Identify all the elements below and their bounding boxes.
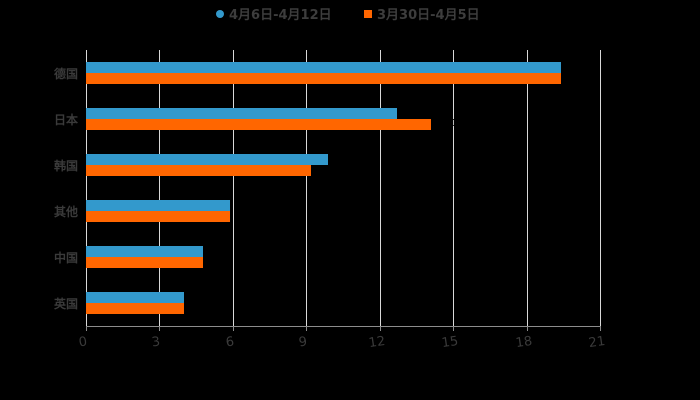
bar-value-label: 19.4: [564, 72, 588, 83]
x-axis-tick: [526, 326, 528, 331]
bar-value-label: 4.8: [207, 256, 224, 267]
y-axis-category-label: 日本: [53, 113, 78, 127]
bar-value-label: 5.9: [234, 199, 251, 210]
x-axis-tick-label: 6: [224, 334, 235, 351]
chart-legend: 4月6日-4月12日 3月30日-4月5日: [0, 4, 700, 24]
bar-series-1[interactable]: [86, 62, 561, 73]
gridline: [379, 50, 381, 326]
bar-value-label: 4: [187, 291, 195, 302]
gridline: [232, 50, 234, 326]
x-axis-tick: [453, 326, 455, 331]
bar-value-label: 4.8: [207, 245, 224, 256]
x-axis-tick-label: 21: [587, 333, 607, 352]
bar-series-1[interactable]: [86, 292, 184, 303]
bar-series-2[interactable]: [86, 119, 432, 130]
x-axis-tick-label: 15: [440, 333, 460, 352]
y-axis-category-label: 韩国: [53, 159, 78, 173]
bar-series-1[interactable]: [86, 200, 231, 211]
bar-series-2[interactable]: [86, 211, 231, 222]
x-axis-tick: [379, 326, 381, 331]
legend-label: 3月30日-4月5日: [377, 8, 480, 23]
bar-value-label: 14.1: [435, 118, 458, 129]
y-axis-category-label: 中国: [53, 251, 78, 265]
legend-circle-icon: [216, 9, 224, 18]
bar-value-label: 5.9: [234, 210, 251, 221]
legend-square-icon: [364, 9, 372, 18]
x-axis-tick-label: 3: [151, 334, 162, 351]
x-axis-tick-label: 12: [367, 333, 386, 352]
gridline: [306, 50, 308, 326]
x-axis-line: [86, 326, 601, 327]
x-axis-tick-label: 0: [77, 334, 89, 351]
gridline: [526, 50, 528, 326]
x-axis-tick: [86, 326, 87, 331]
x-axis-tick: [232, 326, 234, 331]
x-axis-tick: [600, 326, 601, 331]
bar-series-1[interactable]: [86, 108, 397, 119]
x-axis-tick-label: 9: [298, 334, 309, 351]
bar-series-2[interactable]: [86, 257, 204, 268]
bar-series-1[interactable]: [86, 154, 329, 165]
bar-value-label: 9.9: [332, 153, 349, 164]
y-axis-category-label: 英国: [53, 297, 78, 311]
legend-item-series-1[interactable]: 4月6日-4月12日: [216, 4, 332, 23]
legend-item-series-2[interactable]: 3月30日-4月5日: [364, 4, 480, 23]
x-axis-tick: [306, 326, 308, 331]
bar-value-label: 19.4: [564, 61, 588, 72]
bar-series-2[interactable]: [86, 73, 561, 84]
gridline: [600, 50, 601, 326]
gridline: [453, 50, 455, 326]
bar-value-label: 4: [187, 302, 195, 313]
gridline: [86, 50, 87, 326]
bar-value-label: 9.2: [315, 164, 332, 175]
x-axis-tick: [159, 326, 161, 331]
bar-series-2[interactable]: [86, 303, 184, 314]
bar-value-label: 12.7: [400, 107, 424, 118]
bar-series-2[interactable]: [86, 165, 312, 176]
gridline: [159, 50, 161, 326]
y-axis-category-label: 德国: [53, 67, 78, 81]
y-axis-category-label: 其他: [53, 205, 78, 219]
x-axis-tick-label: 18: [514, 333, 533, 352]
legend-label: 4月6日-4月12日: [229, 8, 332, 23]
bar-series-1[interactable]: [86, 246, 204, 257]
